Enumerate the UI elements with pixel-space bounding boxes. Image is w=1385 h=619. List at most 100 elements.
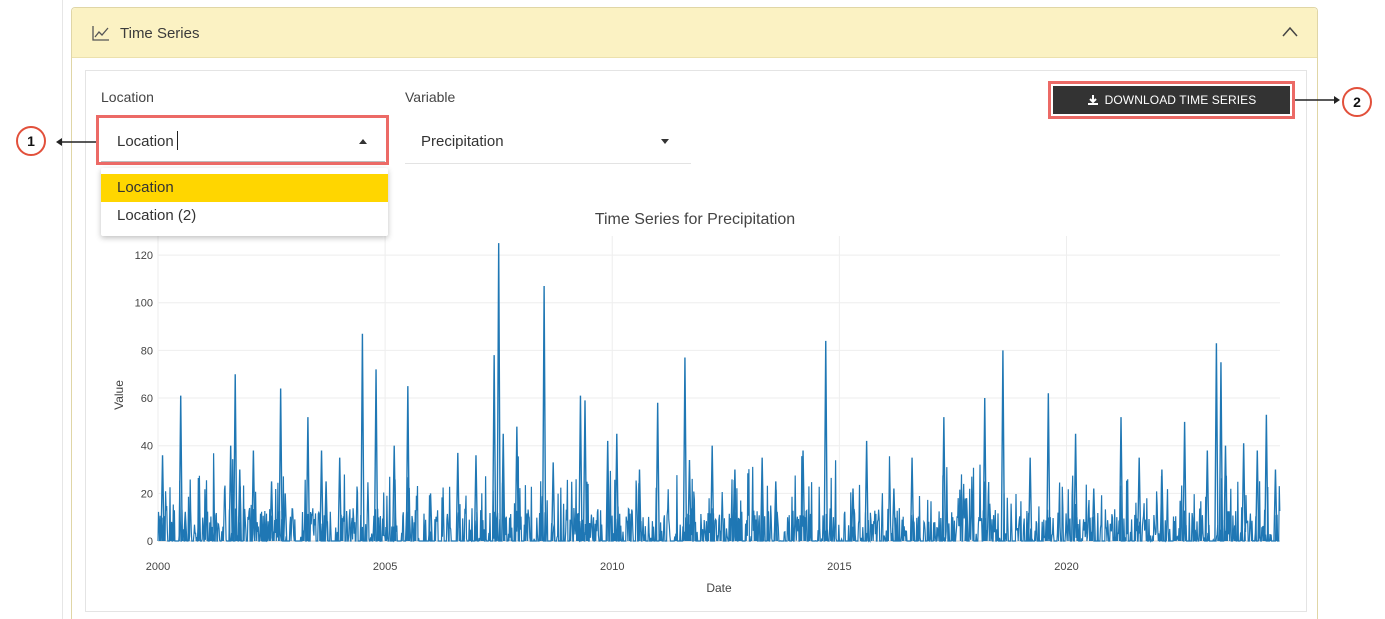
series-peak [682,357,688,542]
download-icon [1087,95,1098,105]
series-peak [850,488,856,542]
series-peak [233,374,238,542]
x-tick-label: 2010 [600,561,624,573]
series-peak [455,452,461,542]
series-peak [578,395,583,542]
series-peak [1241,443,1246,542]
series-peak [360,333,365,542]
series-peak [941,417,947,542]
x-axis-label: Date [706,581,732,595]
series-peak [278,388,283,542]
series-peak [237,469,242,542]
series-peak [1136,457,1142,542]
series-peak [582,400,588,542]
series-peak [1214,343,1219,542]
series-peak [251,450,256,542]
x-tick-label: 2000 [146,561,170,573]
series-peak [709,445,715,542]
series-peak [405,386,411,542]
y-tick-label: 20 [141,488,153,500]
series-peak [392,445,397,542]
series-peak [228,445,233,542]
series-peak [319,450,324,542]
series-peak [491,355,497,542]
y-tick-label: 80 [141,345,153,357]
series-peak [964,498,969,542]
series-peak [655,402,660,542]
download-time-series-button[interactable]: DOWNLOAD TIME SERIES [1053,86,1290,114]
series-peak [1273,469,1278,542]
x-tick-label: 2020 [1054,561,1078,573]
chevron-up-icon[interactable] [1281,25,1299,39]
series-peak [501,433,506,542]
series-peak [864,440,869,542]
series-peak [373,369,379,542]
series-peak [183,512,188,542]
series-peak [1218,362,1224,542]
series-peak [169,521,174,542]
series-peak [1223,445,1228,542]
text-cursor [177,131,178,150]
series-peak [891,488,897,542]
series-peak [178,395,183,542]
series-peak [823,340,828,542]
callout-2-arrowhead [1334,96,1340,104]
panel-title: Time Series [120,25,200,42]
series-peak [687,459,692,542]
series-peak [1000,350,1006,542]
series-peak [1182,421,1187,542]
series-peak [496,243,501,542]
series-peak [909,457,915,542]
variable-select-value: Precipitation [421,133,504,150]
series-peak [428,493,433,542]
series-peak [1264,414,1269,542]
panel-header[interactable]: Time Series [72,8,1317,58]
callout-1-arrowhead [56,138,62,146]
series-peak [732,469,738,542]
callout-1: 1 [16,126,46,156]
callout-2: 2 [1342,87,1372,117]
series-peak [323,481,329,542]
series-peak [210,528,215,542]
series-peak [605,440,610,542]
y-tick-label: 100 [135,298,153,310]
variable-label: Variable [405,89,456,105]
series-peak [337,457,342,542]
dropdown-option-label: Location (2) [117,207,197,224]
dropdown-option[interactable]: Location [101,174,388,202]
x-tick-label: 2015 [827,561,851,573]
location-select[interactable]: Location [101,120,385,162]
dropdown-option[interactable]: Location (2) [101,202,388,230]
series-peak [305,417,311,542]
series-peak [800,450,806,542]
series-peak [196,517,202,542]
y-tick-label: 40 [141,441,153,453]
y-tick-label: 120 [135,250,153,262]
series-peak [773,481,778,542]
series-peak [1027,457,1033,542]
series-peak [282,493,288,542]
y-tick-label: 0 [147,536,153,548]
line-chart-icon [92,26,109,41]
series-peak [514,426,520,542]
series-peak [541,286,547,542]
location-dropdown: Location Location (2) [101,168,388,236]
location-select-value: Location [117,133,174,150]
x-tick-label: 2005 [373,561,397,573]
left-rule [62,0,63,619]
panel-body [85,70,1307,612]
series-peak [160,455,165,542]
series-peak [1255,450,1260,542]
series-peak [1118,417,1124,542]
series-peak [637,469,642,542]
caret-down-icon [661,139,669,144]
series-peak [1073,433,1078,542]
series-peak [982,398,987,542]
variable-select[interactable]: Precipitation [405,120,691,164]
series-peak [1091,488,1096,542]
series-peak [1205,450,1210,542]
caret-up-icon [359,139,367,144]
download-button-label: DOWNLOAD TIME SERIES [1104,93,1257,107]
series-peak [1046,393,1051,542]
